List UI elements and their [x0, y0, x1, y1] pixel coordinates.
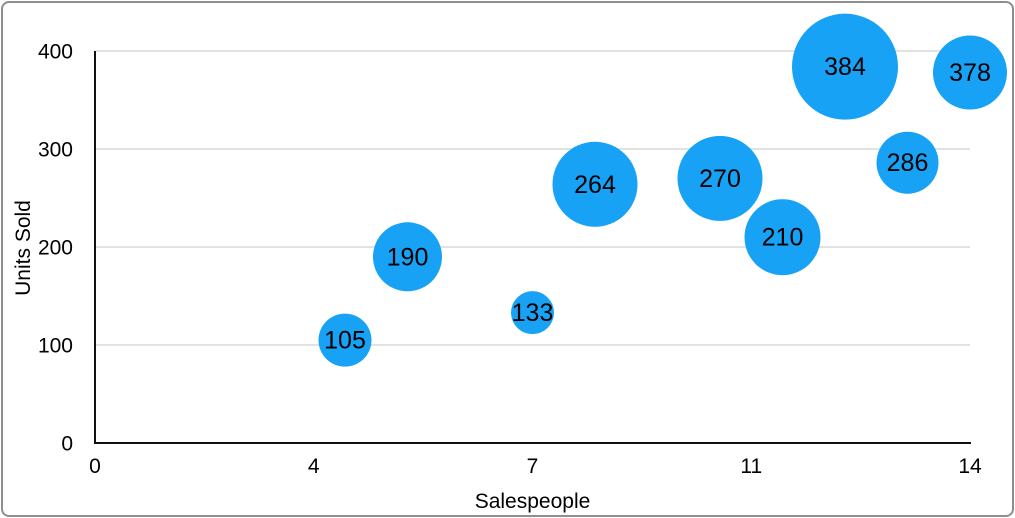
bubble[interactable]: 384: [792, 13, 898, 120]
bubble[interactable]: 270: [677, 135, 763, 221]
bubble-circle[interactable]: [373, 222, 442, 292]
bubble-circle[interactable]: [511, 291, 554, 335]
bubble-circle[interactable]: [933, 35, 1007, 110]
bubble-label: 105: [324, 327, 366, 355]
bubble-circle[interactable]: [744, 199, 821, 276]
axes-layer: [94, 51, 971, 444]
bubble-label: 210: [762, 224, 804, 252]
y-tick-label: 300: [38, 139, 73, 162]
bubble[interactable]: 105: [318, 313, 372, 367]
x-tick-label: 0: [89, 455, 101, 478]
bubble[interactable]: 210: [744, 199, 821, 276]
bubble-circle[interactable]: [876, 131, 939, 194]
y-tick-label: 0: [61, 433, 73, 456]
bubble-label: 264: [574, 171, 616, 199]
bubble[interactable]: 378: [933, 35, 1007, 110]
x-axis-title: Salespeople: [474, 490, 591, 513]
bubble-circle[interactable]: [318, 313, 372, 367]
bubbles-layer: 105 190 133 264 270 210 384 286 378: [318, 13, 1007, 367]
bubble-label: 378: [949, 59, 991, 87]
bubble[interactable]: 264: [552, 141, 638, 227]
bubble-label: 286: [887, 149, 929, 177]
y-tick-label: 400: [38, 41, 73, 64]
bubble[interactable]: 190: [373, 222, 442, 292]
y-tick-label: 100: [38, 335, 73, 358]
tick-labels-layer: 0 100 200 300 400 0 4 7 11 14: [38, 41, 982, 479]
bubble-circle[interactable]: [792, 13, 898, 120]
x-tick-label: 14: [958, 455, 982, 478]
bubble-label: 384: [824, 53, 866, 81]
bubble[interactable]: 133: [511, 291, 554, 335]
x-tick-label: 11: [740, 455, 762, 478]
x-tick-label: 7: [527, 455, 539, 478]
bubble[interactable]: 286: [876, 131, 939, 194]
y-axis-title: Units Sold: [12, 200, 35, 296]
bubble-circle[interactable]: [677, 135, 763, 221]
bubble-label: 190: [387, 243, 429, 271]
y-tick-label: 200: [38, 237, 73, 260]
x-tick-label: 4: [308, 455, 320, 478]
bubble-circle[interactable]: [552, 141, 638, 227]
bubble-label: 133: [512, 299, 554, 327]
bubble-label: 270: [699, 165, 741, 193]
